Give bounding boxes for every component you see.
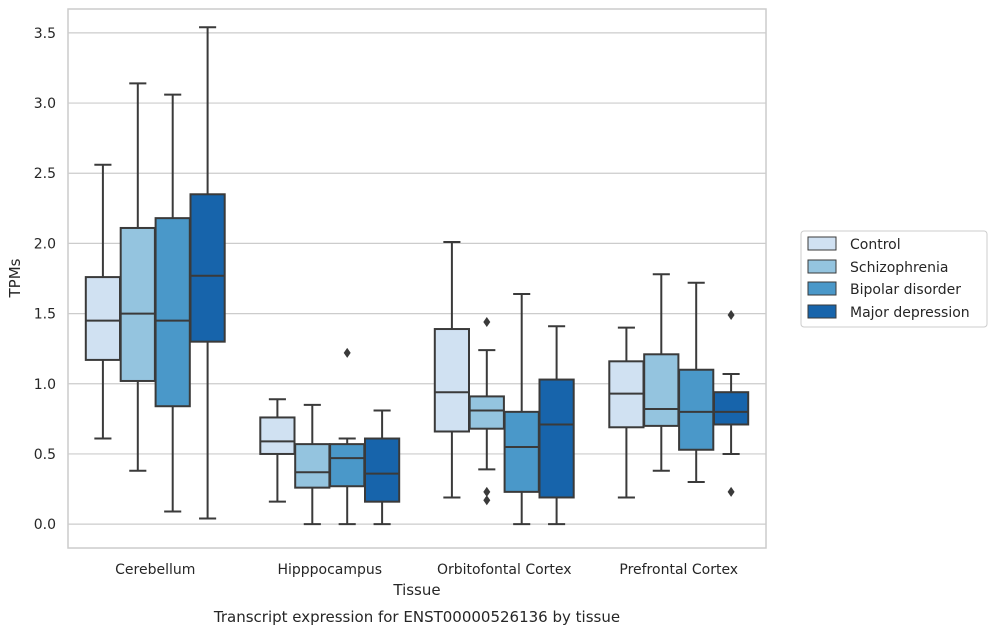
box-control: [608, 326, 645, 499]
box-bipolar-disorder: [154, 93, 191, 513]
legend-frame: [800, 230, 988, 328]
y-tick-label: 3.0: [34, 96, 56, 112]
legend-item-bipolar-disorder: Bipolar disorder: [807, 281, 961, 298]
iqr-box: [363, 437, 401, 503]
outlier-point: [343, 347, 351, 358]
x-axis-label: Tissue: [392, 581, 440, 599]
x-tick-label: Prefrontal Cortex: [619, 562, 738, 578]
y-tick-label: 2.0: [34, 236, 56, 252]
box-bipolar-disorder: [503, 292, 540, 526]
iqr-box: [643, 353, 680, 427]
box-major-depression: [538, 325, 575, 526]
legend-label: Bipolar disorder: [850, 282, 961, 298]
iqr-box: [154, 217, 191, 408]
iqr-box: [119, 226, 156, 382]
iqr-box: [433, 328, 471, 433]
plot-area: [84, 26, 750, 526]
iqr-box: [468, 395, 505, 430]
outlier-point: [483, 495, 491, 506]
legend-swatch: [807, 281, 837, 296]
box-bipolar-disorder: [678, 281, 715, 484]
y-tick-label: 0.0: [34, 517, 56, 533]
box-bipolar-disorder: [329, 347, 366, 526]
x-tick-label: Orbitofontal Cortex: [437, 562, 572, 578]
box-schizophrenia: [294, 403, 331, 526]
y-tick-label: 0.5: [34, 447, 56, 463]
y-tick-label: 1.0: [34, 377, 56, 393]
iqr-box: [678, 368, 715, 451]
outlier-point: [483, 486, 491, 497]
iqr-box: [189, 193, 226, 343]
iqr-box: [538, 378, 575, 499]
outlier-point: [727, 309, 735, 320]
box-major-depression: [189, 26, 226, 520]
legend-swatch: [807, 304, 837, 319]
legend-label: Major depression: [850, 305, 970, 321]
plot-frame: [67, 8, 767, 549]
box-schizophrenia: [119, 82, 156, 472]
iqr-box: [259, 416, 296, 455]
legend: Control Schizophrenia Bipolar disorder M…: [800, 230, 988, 328]
box-major-depression: [363, 409, 401, 526]
y-axis-ticks: 0.0 0.5 1.0 1.5 2.0 2.5 3.0 3.5: [34, 26, 56, 533]
legend-label: Schizophrenia: [850, 260, 948, 276]
box-control: [433, 241, 471, 499]
legend-item-schizophrenia: Schizophrenia: [807, 259, 948, 276]
iqr-box: [503, 410, 540, 493]
box-schizophrenia: [468, 317, 505, 506]
x-tick-label: Cerebellum: [115, 562, 195, 578]
x-tick-label: Hipppocampus: [277, 562, 382, 578]
outlier-point: [483, 317, 491, 328]
y-tick-label: 3.5: [34, 26, 56, 42]
iqr-box: [294, 443, 331, 489]
y-axis-label: TPMs: [6, 258, 24, 298]
x-axis-ticks: Cerebellum Hipppocampus Orbitofontal Corte…: [115, 562, 738, 578]
box-control: [259, 398, 296, 503]
chart-caption: Transcript expression for ENST0000052613…: [213, 608, 620, 626]
legend-item-control: Control: [807, 236, 901, 253]
iqr-box: [329, 443, 366, 488]
y-tick-label: 2.5: [34, 166, 56, 182]
iqr-box: [84, 276, 122, 361]
outlier-point: [727, 486, 735, 497]
box-control: [84, 163, 122, 440]
box-major-depression: [712, 309, 750, 497]
iqr-box: [712, 391, 750, 426]
legend-label: Control: [850, 237, 901, 253]
legend-swatch: [807, 236, 837, 251]
legend-swatch: [807, 259, 837, 274]
y-tick-label: 1.5: [34, 307, 56, 323]
box-schizophrenia: [643, 273, 680, 472]
legend-item-major-depression: Major depression: [807, 304, 970, 321]
